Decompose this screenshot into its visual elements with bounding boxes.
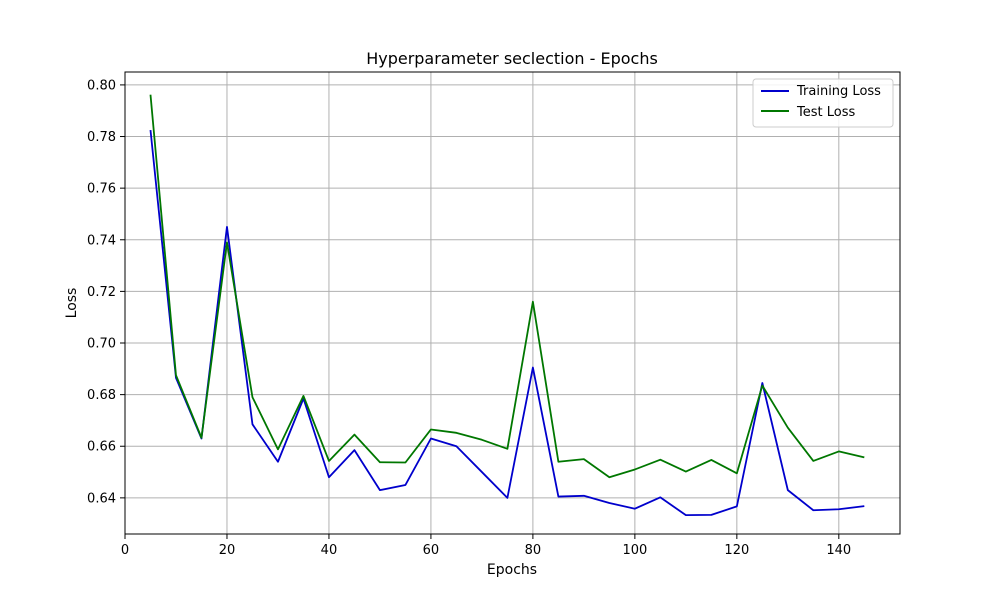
x-tick-label: 100 (622, 543, 647, 558)
chart-title: Hyperparameter seclection - Epochs (366, 49, 658, 68)
y-tick-label: 0.64 (87, 491, 116, 506)
x-tick-label: 60 (423, 543, 440, 558)
legend-label-training-loss: Training Loss (796, 84, 881, 99)
y-tick-label: 0.74 (87, 233, 116, 248)
grid (124, 72, 900, 534)
y-tick-label: 0.68 (87, 388, 116, 403)
y-axis-ticks: 0.64 0.66 0.68 0.70 0.72 0.74 0.76 0.78 0.80 (87, 78, 125, 506)
x-tick-label: 80 (525, 543, 542, 558)
y-tick-label: 0.78 (87, 130, 116, 145)
x-tick-label: 40 (321, 543, 338, 558)
legend-label-test-loss: Test Loss (796, 105, 855, 120)
y-tick-label: 0.80 (87, 78, 116, 93)
y-tick-label: 0.72 (87, 285, 116, 300)
y-axis-label: Loss (64, 288, 80, 319)
plot-frame (124, 71, 901, 535)
legend: Training Loss Test Loss (752, 78, 894, 128)
y-tick-label: 0.76 (87, 182, 116, 197)
x-tick-label: 0 (121, 543, 129, 558)
y-tick-label: 0.70 (87, 337, 116, 352)
x-tick-label: 120 (724, 543, 749, 558)
y-tick-label: 0.66 (87, 440, 116, 455)
x-tick-label: 140 (826, 543, 851, 558)
series-lines (149, 94, 865, 517)
x-axis-ticks: 0 20 40 60 80 100 120 140 (121, 534, 851, 558)
series-line-training-loss (149, 129, 865, 517)
x-tick-label: 20 (219, 543, 236, 558)
series-line-test-loss (149, 94, 865, 479)
x-axis-label: Epochs (487, 562, 537, 578)
